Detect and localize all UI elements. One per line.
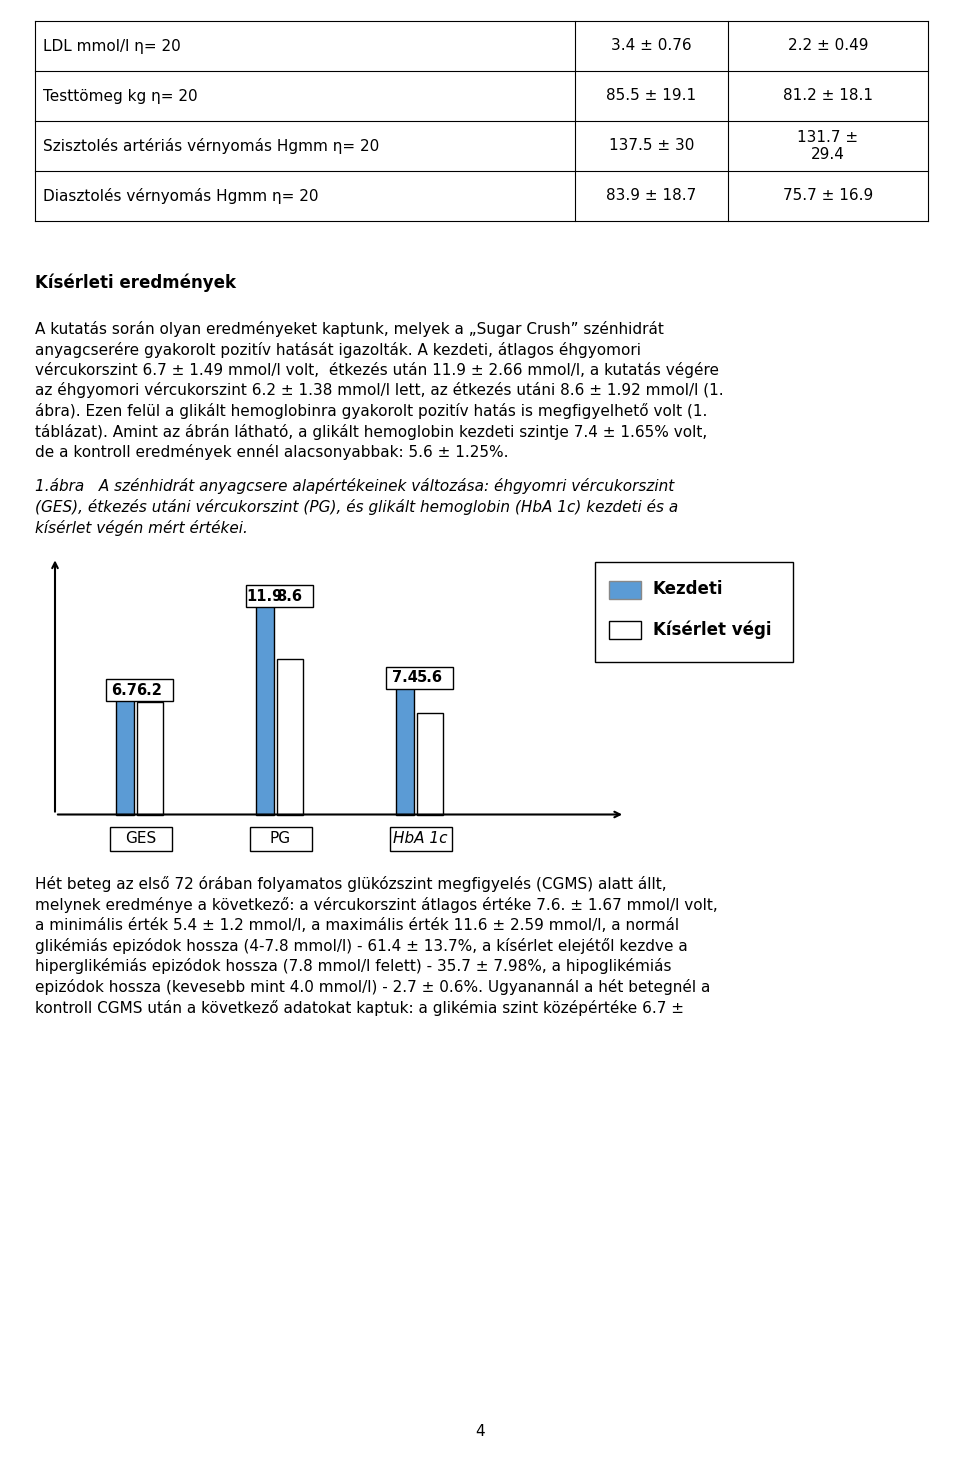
Text: Kísérlet végi: Kísérlet végi (653, 621, 772, 638)
Text: Kezdeti: Kezdeti (653, 580, 724, 599)
Text: LDL mmol/l η= 20: LDL mmol/l η= 20 (43, 38, 180, 54)
Text: kontroll CGMS után a következő adatokat kaptuk: a glikémia szint középértéke 6.7: kontroll CGMS után a következő adatokat … (35, 999, 684, 1015)
Text: 11.9: 11.9 (247, 589, 282, 603)
Text: 6.7: 6.7 (111, 682, 137, 698)
Bar (609, 621, 641, 638)
Text: GES: GES (125, 831, 156, 846)
Text: 81.2 ± 18.1: 81.2 ± 18.1 (783, 89, 873, 104)
Text: (GES), étkezés utáni vércukorszint (PG), és glikált hemoglobin (HbA 1c) kezdeti : (GES), étkezés utáni vércukorszint (PG),… (35, 500, 679, 514)
Text: 1.ábra   A szénhidrát anyagcsere alapértékeinek változása: éhgyomri vércukorszin: 1.ábra A szénhidrát anyagcsere alapérték… (35, 479, 674, 494)
Text: 131.7 ±
29.4: 131.7 ± 29.4 (798, 130, 858, 162)
Text: az éhgyomori vércukorszint 6.2 ± 1.38 mmol/l lett, az étkezés utáni 8.6 ± 1.92 m: az éhgyomori vércukorszint 6.2 ± 1.38 mm… (35, 383, 724, 399)
Text: 83.9 ± 18.7: 83.9 ± 18.7 (607, 188, 697, 203)
Text: táblázat). Amint az ábrán látható, a glikált hemoglobin kezdeti szintje 7.4 ± 1.: táblázat). Amint az ábrán látható, a gli… (35, 424, 708, 440)
Text: de a kontroll eredmények ennél alacsonyabbak: 5.6 ± 1.25%.: de a kontroll eredmények ennél alacsonya… (35, 444, 509, 460)
Bar (136, 703, 162, 814)
Text: Testtömeg kg η= 20: Testtömeg kg η= 20 (43, 89, 198, 104)
Text: Szisztolés artériás vérnyomás Hgmm η= 20: Szisztolés artériás vérnyomás Hgmm η= 20 (43, 137, 379, 153)
Text: 137.5 ± 30: 137.5 ± 30 (609, 139, 694, 153)
Bar (386, 666, 452, 688)
Text: 2.2 ± 0.49: 2.2 ± 0.49 (788, 38, 868, 54)
Text: 4: 4 (475, 1424, 485, 1439)
Text: 75.7 ± 16.9: 75.7 ± 16.9 (782, 188, 874, 203)
Text: HbA 1c: HbA 1c (394, 831, 447, 846)
Bar (595, 561, 793, 662)
Text: glikémiás epizódok hossza (4-7.8 mmol/l) - 61.4 ± 13.7%, a kísérlet elejétől kez: glikémiás epizódok hossza (4-7.8 mmol/l)… (35, 938, 687, 954)
Text: Kísérleti eredmények: Kísérleti eredmények (35, 273, 236, 292)
Bar (396, 681, 414, 814)
Bar (276, 659, 302, 814)
Text: ábra). Ezen felül a glikált hemoglobinra gyakorolt pozitív hatás is megfigyelhet: ábra). Ezen felül a glikált hemoglobinra… (35, 403, 708, 419)
Text: Diasztolés vérnyomás Hgmm η= 20: Diasztolés vérnyomás Hgmm η= 20 (43, 188, 319, 205)
Text: 7.4: 7.4 (392, 671, 418, 685)
Bar (115, 694, 133, 814)
Text: 3.4 ± 0.76: 3.4 ± 0.76 (612, 38, 692, 54)
Text: epizódok hossza (kevesebb mint 4.0 mmol/l) - 2.7 ± 0.6%. Ugyanannál a hét betegn: epizódok hossza (kevesebb mint 4.0 mmol/… (35, 979, 710, 995)
Text: anyagcserére gyakorolt pozitív hatását igazolták. A kezdeti, átlagos éhgyomori: anyagcserére gyakorolt pozitív hatását i… (35, 342, 641, 358)
Text: a minimális érték 5.4 ± 1.2 mmol/l, a maximális érték 11.6 ± 2.59 mmol/l, a norm: a minimális érték 5.4 ± 1.2 mmol/l, a ma… (35, 918, 679, 932)
Text: Hét beteg az első 72 órában folyamatos glükózszint megfigyelés (CGMS) alatt állt: Hét beteg az első 72 órában folyamatos g… (35, 877, 666, 893)
Text: 6.2: 6.2 (136, 682, 162, 698)
Text: melynek eredménye a következő: a vércukorszint átlagos értéke 7.6. ± 1.67 mmol/l: melynek eredménye a következő: a vércuko… (35, 897, 718, 913)
Bar (417, 713, 443, 814)
Bar (609, 580, 641, 599)
Text: hiperglikémiás epizódok hossza (7.8 mmol/l felett) - 35.7 ± 7.98%, a hipoglikémi: hiperglikémiás epizódok hossza (7.8 mmol… (35, 958, 671, 974)
Bar (255, 599, 274, 814)
Bar (250, 827, 311, 850)
Text: PG: PG (270, 831, 291, 846)
Text: vércukorszint 6.7 ± 1.49 mmol/l volt,  étkezés után 11.9 ± 2.66 mmol/l, a kutatá: vércukorszint 6.7 ± 1.49 mmol/l volt, ét… (35, 362, 719, 378)
Bar (109, 827, 172, 850)
Bar (106, 679, 173, 701)
Text: kísérlet végén mért értékei.: kísérlet végén mért értékei. (35, 520, 248, 536)
Text: 85.5 ± 19.1: 85.5 ± 19.1 (607, 89, 697, 104)
Text: 5.6: 5.6 (417, 671, 443, 685)
Bar (390, 827, 451, 850)
Text: 8.6: 8.6 (276, 589, 302, 603)
Bar (246, 586, 313, 608)
Text: A kutatás során olyan eredményeket kaptunk, melyek a „Sugar Crush” szénhidrát: A kutatás során olyan eredményeket kaptu… (35, 321, 664, 337)
